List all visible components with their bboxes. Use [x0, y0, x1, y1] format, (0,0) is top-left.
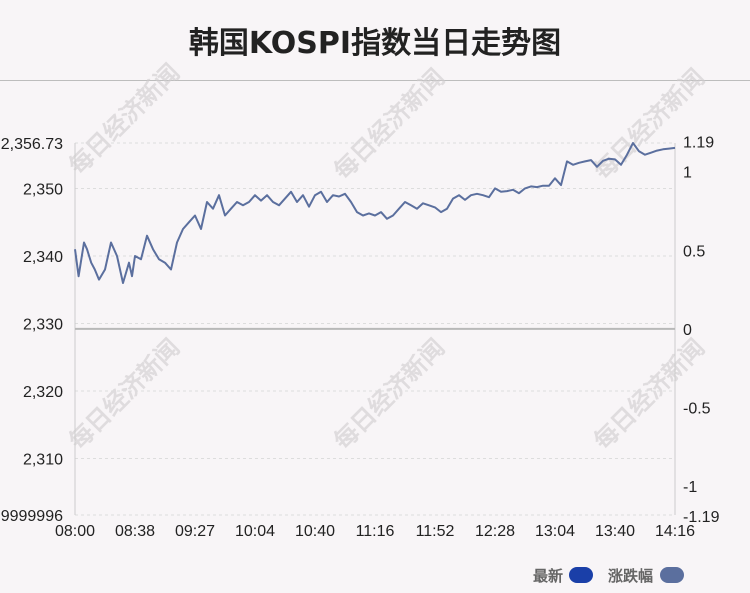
- y-right-tick-label: 1.19: [683, 135, 714, 152]
- legend-change-swatch: [660, 567, 684, 583]
- legend-change-label: 涨跌幅: [608, 567, 654, 585]
- watermark-0: 每日经济新闻: [64, 334, 186, 456]
- y-right-tick-label: -1: [683, 479, 697, 496]
- y-left-tick-label: 2,356.73: [1, 136, 63, 153]
- x-tick-label: 13:04: [535, 523, 575, 540]
- chart-title: 韩国KOSPI指数当日走势图: [188, 26, 562, 61]
- y-right-tick-label: 1: [683, 165, 692, 182]
- watermark-3: 每日经济新闻: [64, 59, 186, 181]
- y-left-tick-label: 2,330: [23, 316, 63, 333]
- title-divider: [0, 80, 750, 81]
- y-right-tick-label: -1.19: [683, 509, 720, 526]
- x-tick-label: 11:16: [356, 523, 395, 540]
- x-tick-label: 08:38: [115, 523, 155, 540]
- y-left-tick-label: 2,310: [23, 452, 63, 469]
- x-tick-label: 11:52: [416, 523, 455, 540]
- x-tick-label: 12:28: [475, 523, 515, 540]
- series-line: [74, 142, 676, 284]
- watermark-4: 每日经济新闻: [329, 64, 451, 186]
- y-right-tick-label: 0.5: [683, 243, 705, 260]
- x-tick-label: 08:00: [55, 523, 95, 540]
- x-tick-label: 10:04: [235, 523, 275, 540]
- y-right-tick-label: -0.5: [683, 401, 711, 418]
- x-tick-label: 09:27: [175, 523, 215, 540]
- watermark-2: 每日经济新闻: [589, 334, 711, 456]
- x-tick-label: 10:40: [295, 523, 335, 540]
- legend-latest-swatch: [569, 567, 593, 583]
- y-right-tick-label: 0: [683, 322, 692, 339]
- y-left-tick-label: 2,320: [23, 384, 63, 401]
- y-left-tick-label: 9999996: [1, 508, 63, 525]
- y-left-tick-label: 2,350: [23, 181, 63, 198]
- x-tick-label: 14:16: [655, 523, 695, 540]
- x-tick-label: 13:40: [595, 523, 635, 540]
- watermark-5: 每日经济新闻: [589, 64, 711, 186]
- legend-latest-label: 最新: [533, 567, 564, 585]
- y-left-tick-label: 2,340: [23, 249, 63, 266]
- watermark-1: 每日经济新闻: [329, 334, 451, 456]
